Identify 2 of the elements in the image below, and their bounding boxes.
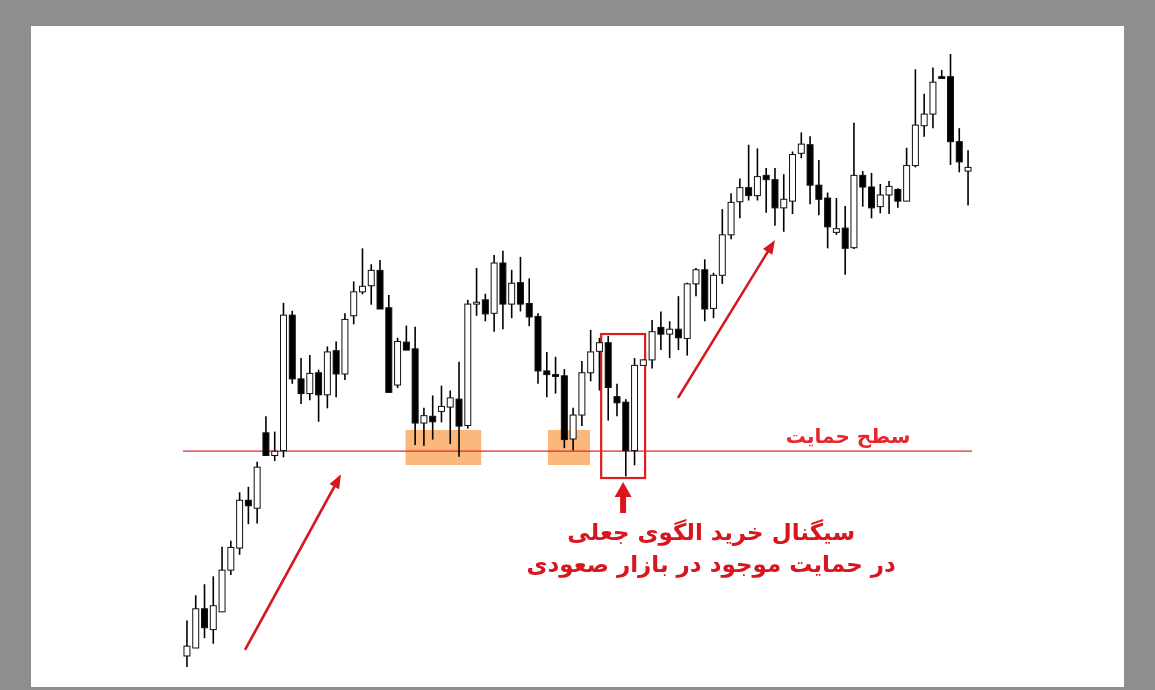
annotation: سیگنال خرید الگوی جعلی در حمایت موجود در بازار صعودی — [526, 519, 896, 577]
ref-label: سطح حمایت — [785, 424, 911, 449]
